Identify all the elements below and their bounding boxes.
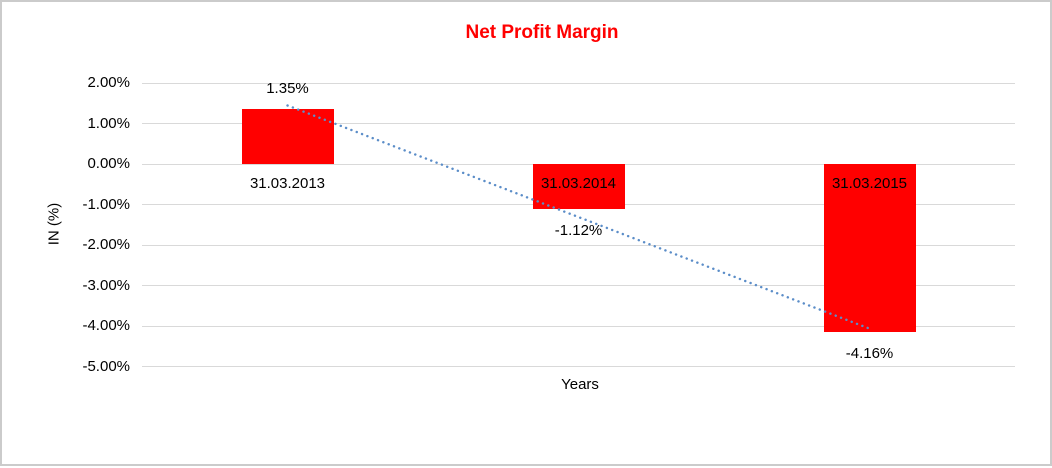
y-axis-tick-label: -1.00% — [82, 195, 130, 213]
data-label: -4.16% — [845, 345, 894, 363]
y-axis-tick-label: -5.00% — [82, 357, 130, 375]
y-axis-tick-label: 1.00% — [87, 114, 130, 132]
gridline — [142, 366, 1015, 367]
y-axis-tick-label: -3.00% — [82, 276, 130, 294]
category-label: 31.03.2014 — [540, 175, 617, 192]
y-axis-tick-label: -4.00% — [82, 317, 130, 334]
category-label: 31.03.2013 — [249, 175, 326, 192]
x-axis-title: Years — [561, 376, 599, 393]
bar-31.03.2013 — [241, 109, 334, 164]
chart-title: Net Profit Margin — [465, 22, 619, 43]
gridline — [142, 82, 1015, 84]
y-axis-tick-label: -2.00% — [82, 236, 130, 253]
y-axis-tick-label: 0.00% — [87, 155, 130, 172]
data-label: 1.35% — [266, 80, 309, 98]
data-label: -1.12% — [554, 222, 603, 240]
category-label: 31.03.2015 — [831, 175, 908, 192]
y-axis-tick-label: 2.00% — [87, 74, 130, 91]
